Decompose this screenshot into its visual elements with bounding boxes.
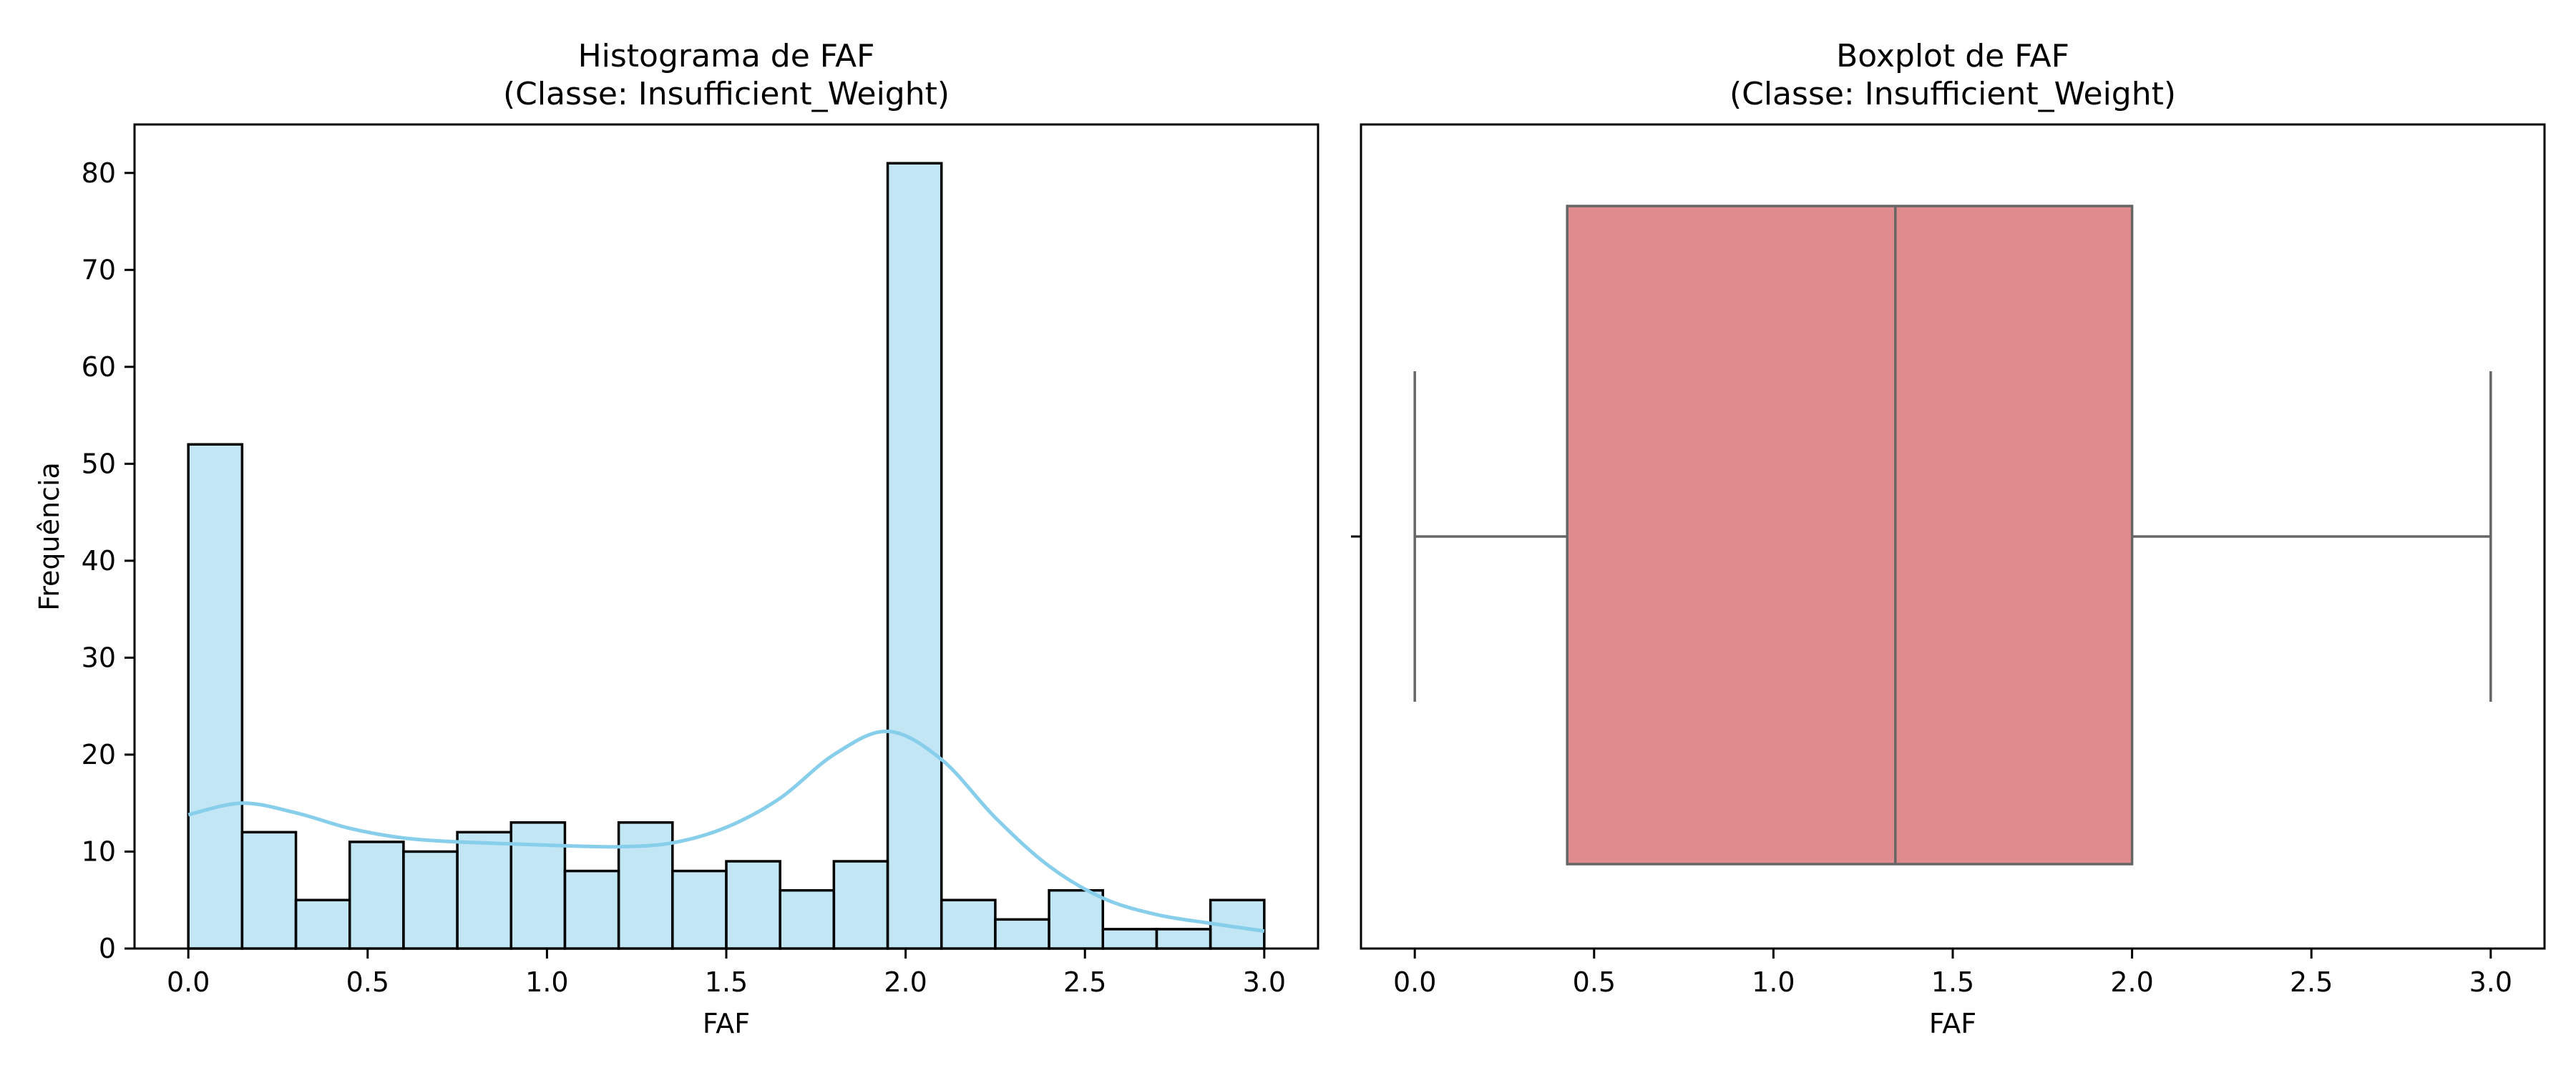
histogram-x-tick-label: 0.0	[167, 966, 210, 998]
histogram-x-tick-label: 0.5	[346, 966, 389, 998]
histogram-x-tick-label: 2.0	[884, 966, 927, 998]
histogram-bar	[617, 821, 674, 950]
histogram-bar	[402, 850, 459, 950]
histogram-y-tick-label: 50	[82, 448, 116, 479]
histogram-bar	[509, 821, 567, 950]
histogram-y-tick-label: 0	[99, 933, 116, 964]
histogram-bar	[187, 443, 244, 950]
histogram-y-tick-label: 70	[82, 254, 116, 285]
boxplot-x-tick-label: 1.0	[1752, 966, 1795, 998]
histogram-y-axis: 0 10 20 30 40 50 60 70 80	[82, 157, 135, 964]
boxplot-title-line-2: (Classe: Insufficient_Weight)	[1729, 76, 2176, 112]
histogram-bar	[563, 869, 620, 950]
boxplot-shapes	[1413, 205, 2492, 866]
histogram-bar	[1048, 888, 1105, 950]
histogram-bar	[671, 869, 728, 950]
histogram-bar	[886, 162, 943, 950]
histogram-bar	[1101, 928, 1158, 950]
histogram-y-tick-label: 20	[82, 739, 116, 770]
histogram-bar	[240, 831, 298, 950]
histogram-bar	[456, 831, 513, 950]
boxplot-title-line-1: Boxplot de FAF	[1836, 38, 2069, 74]
boxplot-x-tick-label: 0.5	[1573, 966, 1616, 998]
histogram-x-axis: 0.0 0.5 1.0 1.5 2.0 2.5 3.0	[167, 949, 1286, 998]
histogram-y-tick-label: 10	[82, 836, 116, 867]
boxplot-panel: Boxplot de FAF (Classe: Insufficient_Wei…	[1351, 38, 2546, 1039]
histogram-bar	[348, 841, 405, 950]
boxplot-x-tick-label: 0.0	[1393, 966, 1436, 998]
histogram-bar	[294, 898, 351, 950]
boxplot-box	[1566, 205, 2134, 866]
histogram-bars	[187, 162, 1266, 950]
histogram-title-line-1: Histograma de FAF	[578, 38, 875, 74]
histogram-y-tick-label: 80	[82, 157, 116, 189]
boxplot-x-axis: 0.0 0.5 1.0 1.5 2.0 2.5 3.0	[1393, 949, 2512, 998]
histogram-bar	[940, 898, 997, 950]
histogram-bar	[725, 860, 781, 950]
boxplot-x-axis-label: FAF	[1929, 1008, 1976, 1039]
histogram-x-axis-label: FAF	[703, 1008, 750, 1039]
histogram-x-tick-label: 2.5	[1063, 966, 1106, 998]
boxplot-x-tick-label: 1.5	[1931, 966, 1974, 998]
histogram-y-tick-label: 60	[82, 351, 116, 383]
histogram-bar	[779, 888, 836, 950]
histogram-kde-line	[187, 729, 1265, 934]
histogram-y-axis-label: Frequência	[34, 462, 65, 611]
boxplot-x-tick-label: 2.5	[2290, 966, 2333, 998]
histogram-panel: Histograma de FAF (Classe: Insufficient_…	[34, 38, 1319, 1039]
boxplot-x-tick-label: 3.0	[2469, 966, 2512, 998]
histogram-bar	[994, 918, 1050, 950]
histogram-x-tick-label: 3.0	[1243, 966, 1286, 998]
histogram-x-tick-label: 1.5	[705, 966, 748, 998]
histogram-bar	[832, 860, 889, 950]
histogram-x-tick-label: 1.0	[525, 966, 568, 998]
histogram-title-line-2: (Classe: Insufficient_Weight)	[503, 76, 950, 112]
histogram-bar	[1155, 928, 1212, 950]
histogram-y-tick-label: 30	[82, 642, 116, 673]
boxplot-x-tick-label: 2.0	[2110, 966, 2153, 998]
histogram-y-tick-label: 40	[82, 545, 116, 577]
